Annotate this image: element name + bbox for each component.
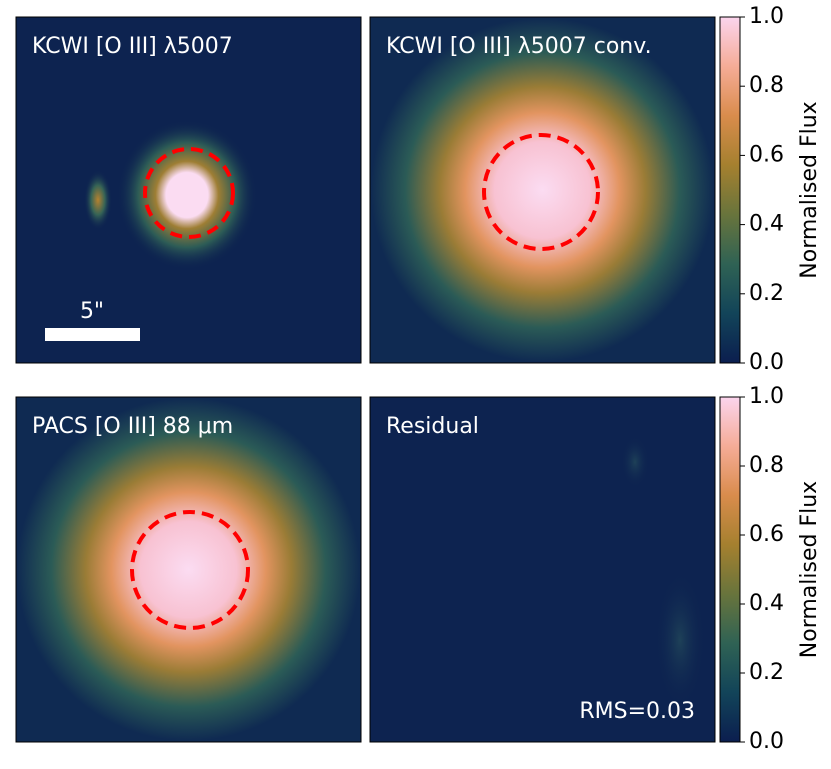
panel: 5" KCWI [O III] λ5007 [15,16,362,364]
tick-label: 0.8 [749,73,784,98]
tick-label: 0.4 [749,212,784,237]
colorbar [719,16,741,364]
colorbar-label: Normalised Flux [797,101,822,278]
panel-title: KCWI [O III] λ5007 [32,34,233,59]
tick-label: 0.2 [749,281,784,306]
tick-label: 0.0 [749,350,784,375]
tick-label: 0.0 [749,729,784,754]
panel: Residual RMS=0.03 [369,396,716,743]
tick-label: 0.2 [749,660,784,685]
scale-bar-label: 5" [80,299,104,324]
tick-label: 0.4 [749,591,784,616]
tick-label: 0.6 [749,142,784,167]
colorbar-label: Normalised Flux [797,481,822,658]
tick-label: 0.8 [749,453,784,478]
panel-title: PACS [O III] 88 μm [32,414,233,439]
annotation: RMS=0.03 [579,699,695,724]
tick-label: 0.6 [749,522,784,547]
panel: PACS [O III] 88 μm [15,396,362,743]
panel: KCWI [O III] λ5007 conv. [369,16,716,364]
tick-label: 1.0 [749,4,784,29]
tick-label: 1.0 [749,384,784,409]
panel-title: KCWI [O III] λ5007 conv. [386,34,652,59]
panel-title: Residual [386,414,479,439]
colorbar [719,396,741,743]
